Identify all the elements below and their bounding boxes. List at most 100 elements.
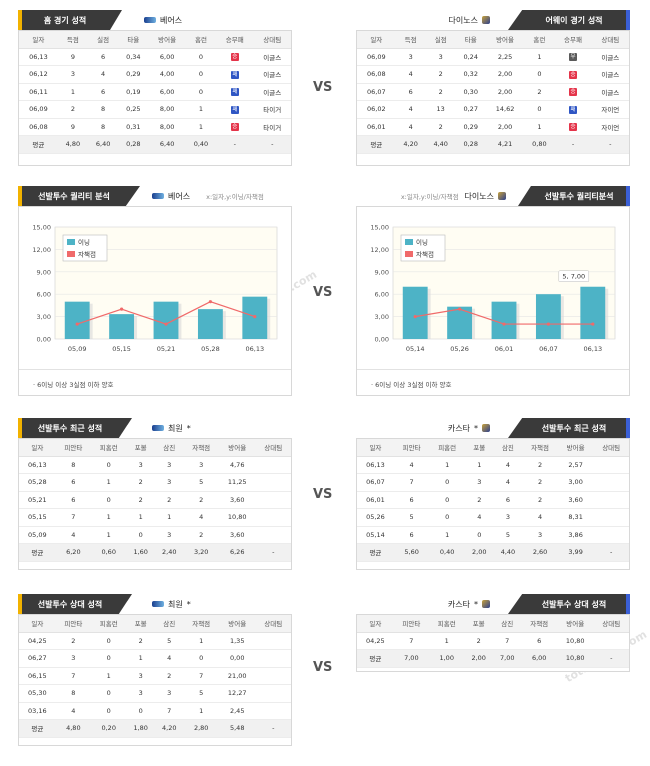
table-cell [593,491,629,509]
chart-filter-label: x:일자,y:이닝/자책점 [400,193,459,201]
table-cell: 3 [522,526,558,544]
table-cell: 0 [185,48,217,66]
team-name: 다이노스 [465,191,506,202]
table-row: 06,07 7 0 3 4 2 3,00 [357,473,629,492]
legend-label: 자책점 [416,250,434,259]
table-cell: 3 [126,456,155,474]
table-header-row: 일자 피안타 피홈런 포볼 삼진 자책점 방어율 상대팀 [357,439,629,457]
bears-logo-icon [144,17,156,23]
section-title: 선발투수 상대 성적 [22,594,132,614]
table-cell: 7 [55,667,92,685]
table-cell: 0 [429,508,465,527]
table-cell: 0 [524,100,555,119]
section-title: 홈 경기 성적 [22,10,122,30]
table-cell: 06,13 [357,456,394,474]
dinos-logo-icon [498,192,506,200]
table-cell: 2,25 [485,48,525,66]
x-tick-label: 06,07 [539,345,558,353]
table-cell [255,702,291,720]
table-cell: 이글스 [253,48,291,66]
table-cell: 21,00 [218,667,256,685]
table-cell [593,526,629,544]
column-header: 삼진 [493,439,523,457]
column-header: 피안타 [393,439,430,457]
table-cell: 3 [154,684,184,703]
average-cell: 5,60 [393,543,430,562]
table-cell: 0 [91,632,127,650]
table-cell: 10,80 [218,508,256,527]
table-cell: 05,14 [357,526,394,544]
table-cell: 11,25 [218,473,256,492]
column-header: 일자 [19,31,58,49]
column-header: 삼진 [492,615,522,633]
section-title: 선발투수 최근 성적 [22,418,132,438]
table-row: 04,25 7 1 2 7 6 10,80 [357,632,629,650]
table-cell: 승 [216,48,254,66]
average-row: 평균 4,80 6,40 0,28 6,40 0,40- - [19,135,291,154]
bears-logo-icon [152,425,164,431]
table-cell: 5 [183,473,219,492]
x-tick-label: 05,09 [68,345,87,353]
table-cell: 0 [91,684,127,703]
quality-right-chart: 0,00 3,00 6,00 9,00 12,00 15,00 05,14 05,26 06,0… [370,224,616,353]
section-title: 선발투수 퀄리티분석 [518,186,626,206]
recent-right-table: 일자 피안타 피홈런 포볼 삼진 자책점 방어율 상대팀 06,13 4 1 1 4 2 2,57 06,07… [356,438,630,570]
x-tick-label: 06,01 [495,345,514,353]
table-cell: 0 [91,649,127,668]
table-cell: 1 [91,473,127,492]
table-cell: 1 [154,508,184,527]
column-header: 자책점 [522,439,558,457]
table-row: 06,08 9 8 0,31 8,00 1 승 타이거 [19,118,291,136]
table-row: 06,01 6 0 2 6 2 3,60 [357,491,629,509]
quality-right-chart-box: 0,00 3,00 6,00 9,00 12,00 15,00 05,14 05,26 06,0… [356,206,630,396]
table-cell [255,456,291,474]
y-tick-label: 9,00 [375,268,389,276]
column-header: 일자 [357,439,394,457]
table-cell: 1 [183,632,219,650]
table-cell: 0 [126,702,155,720]
table-cell: 0 [126,526,155,544]
table-cell: 이글스 [253,83,291,101]
table-cell: 14,62 [485,100,525,119]
average-cell: 7,00 [492,649,522,668]
line-point [458,307,462,311]
table-cell: 자이언 [591,100,629,119]
table-header-row: 일자 피안타 피홈런 포볼 삼진 자책점 방어율 상대팀 [357,615,629,633]
table-cell: 2,00 [485,83,525,101]
table-cell: 2 [425,83,456,101]
column-header: 피홈런 [429,615,465,633]
table-row: 06,15 7 1 3 2 7 21,00 [19,667,291,685]
vs-left-table: 일자 피안타 피홈런 포볼 삼진 자책점 방어율 상대팀 04,25 2 0 2 5 1 1,35 06,27… [18,614,292,746]
table-cell: 3 [154,526,184,544]
y-tick-label: 12,00 [32,246,51,254]
column-header: 방어율 [218,439,256,457]
away-record-table: 일자 득점 실점 타율 방어율 홈런 승무패 상대팀 06,09 3 3 0,24 2,25 1 무 이글스 0… [356,30,630,166]
average-cell: 6,00 [521,649,557,668]
column-header: 포볼 [464,615,493,633]
table-cell: 0,31 [118,118,149,136]
column-header: 삼진 [154,439,184,457]
table-cell [255,526,291,544]
table-cell: 06,15 [19,667,56,685]
x-tick-label: 05,14 [406,345,425,353]
y-tick-label: 0,00 [375,336,389,344]
table-cell: 6 [493,491,523,509]
table-cell [255,508,291,527]
vs-label: VS [313,487,333,502]
table-cell: 9 [57,48,89,66]
table-row: 05,28 6 1 2 3 5 11,25 [19,473,291,492]
average-cell: - [591,135,629,154]
table-cell: 5 [493,526,523,544]
legend-label: 이닝 [416,238,428,247]
table-cell: 10,80 [556,632,594,650]
table-cell: 4,00 [148,65,186,84]
average-cell: 평균 [357,543,394,562]
table-cell: 3 [493,508,523,527]
table-cell: 6 [393,491,430,509]
y-tick-label: 6,00 [375,291,389,299]
table-cell: 0 [91,456,127,474]
table-cell: 3,60 [218,491,256,509]
bears-logo-icon [152,601,164,607]
table-cell: 4 [55,526,92,544]
table-cell: 1 [429,456,465,474]
